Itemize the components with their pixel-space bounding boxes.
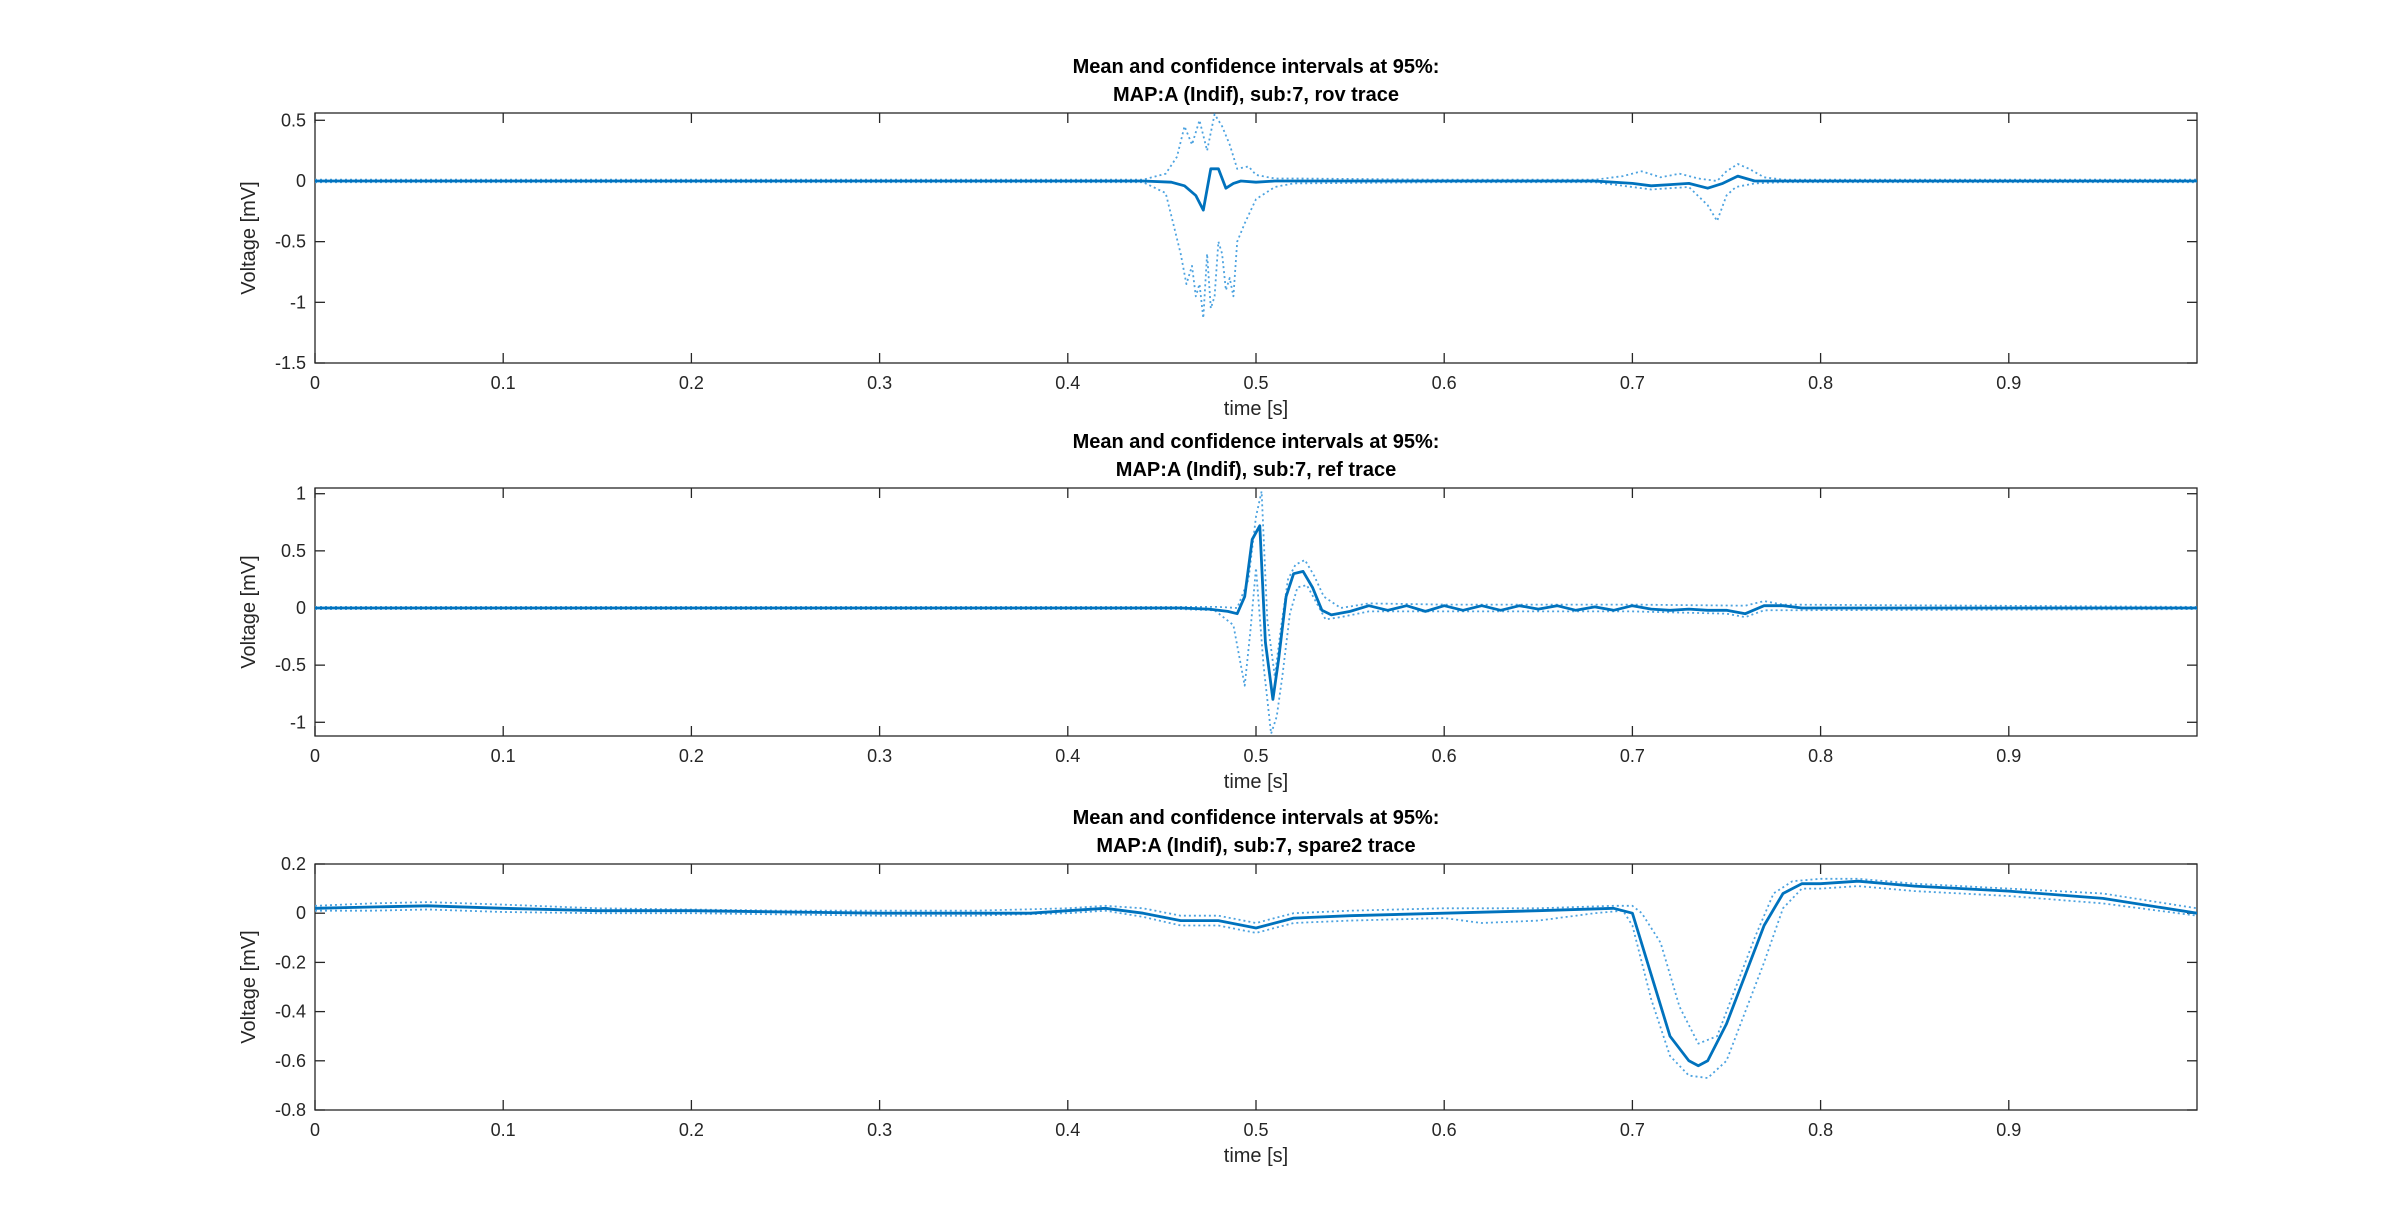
x-tick-label: 0.5 (1243, 1120, 1268, 1140)
y-tick-label: -1 (290, 712, 306, 732)
mean-trace-line (315, 879, 2197, 1068)
x-tick-label: 0.8 (1808, 373, 1833, 393)
plot-subtitle: MAP:A (Indif), sub:7, spare2 trace (1096, 835, 1415, 857)
plot-title: Mean and confidence intervals at 95%: (1073, 56, 1440, 78)
y-tick-label: -1.5 (275, 353, 306, 373)
x-tick-label: 0.7 (1620, 1120, 1645, 1140)
y-tick-label: -1 (290, 292, 306, 312)
y-tick-label: 0 (296, 903, 306, 923)
rov-trace-plot: 0 0.1 0.2 0.3 0.4 0.5 0.6 0.7 0.8 0.9 0.5 0 -0.5 -1 -1… (238, 56, 2198, 420)
x-tick-label: 0.1 (491, 1120, 516, 1140)
x-axis-label: time [s] (1224, 398, 1288, 420)
axes-box (314, 112, 2198, 364)
mean-trace-line (315, 524, 2197, 701)
ref-trace-plot: 0 0.1 0.2 0.3 0.4 0.5 0.6 0.7 0.8 0.9 1 0.5 0 -0.5 -1 M… (238, 431, 2198, 793)
y-axis-label: Voltage [mV] (238, 555, 260, 668)
y-tick-label: 0.5 (281, 110, 306, 130)
y-axis-label: Voltage [mV] (238, 181, 260, 294)
y-axis-label: Voltage [mV] (238, 930, 260, 1043)
x-tick-label: 0.6 (1432, 373, 1457, 393)
x-tick-label: 0.2 (679, 373, 704, 393)
y-tick-label: -0.5 (275, 655, 306, 675)
x-tick-label: 0.3 (867, 1120, 892, 1140)
x-tick-label: 0.7 (1620, 373, 1645, 393)
y-tick-label: 1 (296, 484, 306, 504)
y-tick-label: 0 (296, 598, 306, 618)
x-tick-label: 0.1 (491, 373, 516, 393)
x-tick-label: 0 (310, 746, 320, 766)
x-tick-label: 0.9 (1996, 373, 2021, 393)
y-tick-label: -0.4 (275, 1002, 306, 1022)
x-tick-label: 0.1 (491, 746, 516, 766)
y-tick-label: -0.8 (275, 1100, 306, 1120)
y-tick-label: 0.5 (281, 541, 306, 561)
y-tick-label: 0 (296, 171, 306, 191)
x-tick-label: 0 (310, 1120, 320, 1140)
x-axis-label: time [s] (1224, 771, 1288, 793)
x-tick-label: 0.9 (1996, 1120, 2021, 1140)
x-tick-label: 0.6 (1432, 1120, 1457, 1140)
y-tick-label: 0.2 (281, 854, 306, 874)
axes-box (314, 863, 2198, 1111)
y-tick-label: -0.2 (275, 952, 306, 972)
x-tick-label: 0.5 (1243, 373, 1268, 393)
x-tick-label: 0.2 (679, 1120, 704, 1140)
y-tick-label: -0.5 (275, 232, 306, 252)
spare2-trace-plot: 0 0.1 0.2 0.3 0.4 0.5 0.6 0.7 0.8 0.9 0.2 0 -0.2 -0.4… (238, 807, 2198, 1167)
plot-subtitle: MAP:A (Indif), sub:7, rov trace (1113, 84, 1399, 106)
x-tick-label: 0.4 (1055, 746, 1080, 766)
axes-box (314, 487, 2198, 737)
ci-lower-line (315, 885, 2197, 1079)
x-tick-label: 0.2 (679, 746, 704, 766)
x-tick-label: 0.3 (867, 746, 892, 766)
x-tick-label: 0.8 (1808, 746, 1833, 766)
x-tick-label: 0.5 (1243, 746, 1268, 766)
x-axis-label: time [s] (1224, 1145, 1288, 1167)
plot-title: Mean and confidence intervals at 95%: (1073, 431, 1440, 453)
x-tick-label: 0.4 (1055, 1120, 1080, 1140)
plot-subtitle: MAP:A (Indif), sub:7, ref trace (1116, 459, 1396, 481)
y-tick-label: -0.6 (275, 1051, 306, 1071)
x-tick-label: 0.8 (1808, 1120, 1833, 1140)
x-tick-label: 0.6 (1432, 746, 1457, 766)
ci-lower-line (315, 567, 2197, 735)
plot-title: Mean and confidence intervals at 95%: (1073, 807, 1440, 829)
x-tick-label: 0 (310, 373, 320, 393)
mean-trace-line (315, 167, 2197, 212)
x-tick-label: 0.4 (1055, 373, 1080, 393)
x-tick-label: 0.9 (1996, 746, 2021, 766)
x-tick-label: 0.3 (867, 373, 892, 393)
x-tick-label: 0.7 (1620, 746, 1645, 766)
